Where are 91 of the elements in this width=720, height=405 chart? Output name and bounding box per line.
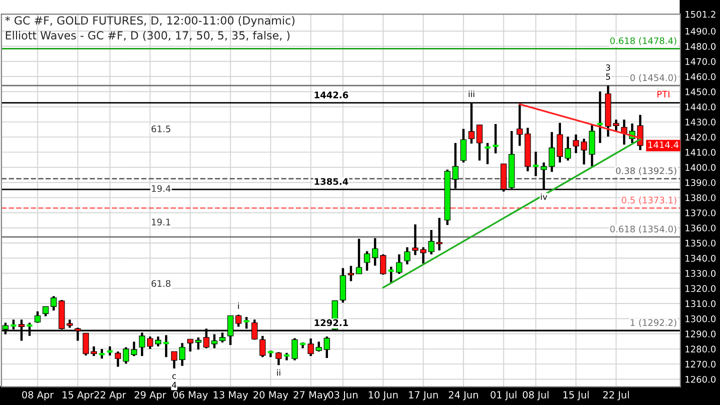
candlestick — [114, 350, 122, 368]
y-tick-label: 1330.0 — [686, 270, 716, 277]
y-tick-label: 1320.0 — [686, 285, 716, 292]
candlestick — [564, 136, 571, 162]
text: PTI — [657, 90, 670, 98]
x-tick-label: 01 Jul — [490, 390, 516, 400]
candlestick — [130, 340, 138, 358]
candlestick — [572, 133, 580, 154]
ref-line-label: 0.38 (1392.5) — [616, 167, 676, 176]
chart-title: * GC #F, GOLD FUTURES, D, 12:00-11:00 (Dynamic) — [5, 16, 294, 27]
candlestick — [404, 246, 410, 266]
candlestick — [34, 310, 41, 324]
annotation: 19.1 — [152, 218, 170, 226]
candlestick — [276, 351, 282, 366]
annotation: iv — [540, 193, 548, 200]
x-tick-label: 06 May — [173, 391, 208, 400]
x-tick-label: 20 May — [254, 391, 288, 400]
ref-line-label: 1292.1 — [314, 319, 348, 326]
candlestick — [380, 253, 386, 276]
ref-line-label: 1442.6 — [314, 92, 348, 98]
candlestick — [588, 122, 596, 168]
y-tick-label: 1400.0 — [686, 164, 716, 171]
y-tick-label: 1480.0 — [686, 42, 716, 50]
ref-line-label: 0.5 (1373.1) — [622, 196, 676, 205]
ref-line-label: 1 (1292.2) — [630, 318, 676, 328]
y-tick-label: 1260.0 — [686, 376, 716, 383]
x-tick-label: 22 Apr — [94, 391, 126, 400]
y-tick-label: 1390.0 — [686, 179, 716, 186]
annotation: 19.4 — [152, 185, 171, 192]
candlestick — [348, 264, 354, 282]
y-tick-label: 1490.0 — [686, 28, 716, 35]
annotation: iii — [468, 90, 474, 97]
y-tick-label: 1430.0 — [686, 118, 716, 126]
text: Elliott Waves - GC #F, D (300, 17, 50, 5, 35, false, ) — [6, 30, 290, 41]
ref-line-label: 0.618 (1354.0) — [610, 225, 676, 234]
candlestick — [580, 138, 588, 166]
annotation: ii — [277, 369, 280, 376]
annotation: i — [238, 302, 239, 309]
y-tick-label: 1370.0 — [686, 209, 716, 216]
y-tick-label: 1310.0 — [686, 300, 716, 308]
x-tick-label: 15 Apr — [62, 391, 94, 400]
y-tick-label: 1300.0 — [686, 315, 716, 322]
annotation: 1414.4 — [648, 141, 679, 148]
y-tick-label: 1470.0 — [686, 58, 716, 65]
x-tick-label: 10 Jun — [368, 391, 398, 400]
candlestick — [460, 128, 467, 164]
annotation: 4 — [172, 382, 176, 388]
x-tick-label: 27 May — [294, 391, 328, 400]
candlestick — [122, 346, 130, 365]
candlestick — [292, 337, 298, 362]
y-tick-label: 1450.0 — [686, 88, 716, 96]
candlestick — [356, 238, 362, 275]
candlestick — [372, 237, 378, 267]
y-tick-label: 1360.0 — [686, 224, 716, 232]
x-tick-label: 29 Apr — [134, 391, 166, 400]
y-tick-label: 1270.0 — [686, 360, 716, 368]
annotation: 61.5 — [152, 125, 170, 132]
ref-line-label: 0 (1454.0) — [630, 74, 676, 82]
y-tick-label: 1440.0 — [686, 104, 716, 110]
x-tick-label: 13 May — [214, 391, 248, 400]
x-tick-label: 24 Jun — [448, 391, 478, 400]
y-tick-label: 1460.0 — [686, 73, 716, 80]
y-tick-label: 1420.0 — [686, 134, 716, 141]
x-tick-label: 22 Jul — [603, 390, 629, 400]
annotation: c — [172, 374, 176, 380]
candlestick — [155, 335, 162, 348]
candlestick — [259, 334, 266, 358]
y-tick-label: 1501.2 — [686, 10, 716, 18]
x-tick-label: 15 Jul — [563, 390, 589, 400]
candlestick — [364, 250, 370, 272]
x-tick-label: 08 Apr — [22, 391, 54, 400]
y-tick-label: 1290.0 — [686, 330, 716, 338]
x-tick-label: 03 Jun — [328, 391, 358, 400]
annotation: 5 — [606, 74, 610, 80]
candlestick — [613, 118, 620, 132]
annotation: 3 — [606, 64, 610, 71]
y-tick-label: 1380.0 — [686, 194, 716, 202]
candlestick — [146, 335, 154, 350]
y-tick-label: 1350.0 — [686, 240, 716, 247]
x-tick-label: 08 Jul — [522, 390, 548, 400]
candlestick — [235, 314, 242, 328]
ref-line-label: 0.618 (1478.4) — [610, 37, 676, 46]
candlestick — [476, 124, 483, 162]
y-tick-label: 1280.0 — [686, 346, 716, 352]
y-tick-label: 1410.0 — [686, 148, 716, 156]
y-tick-label: 1340.0 — [686, 254, 716, 262]
x-tick-label: 17 Jun — [409, 391, 438, 400]
candlestick — [396, 253, 402, 275]
candlestick — [484, 142, 492, 166]
annotation: 61.8 — [152, 280, 170, 287]
ref-line-label: 1385.4 — [314, 178, 348, 185]
